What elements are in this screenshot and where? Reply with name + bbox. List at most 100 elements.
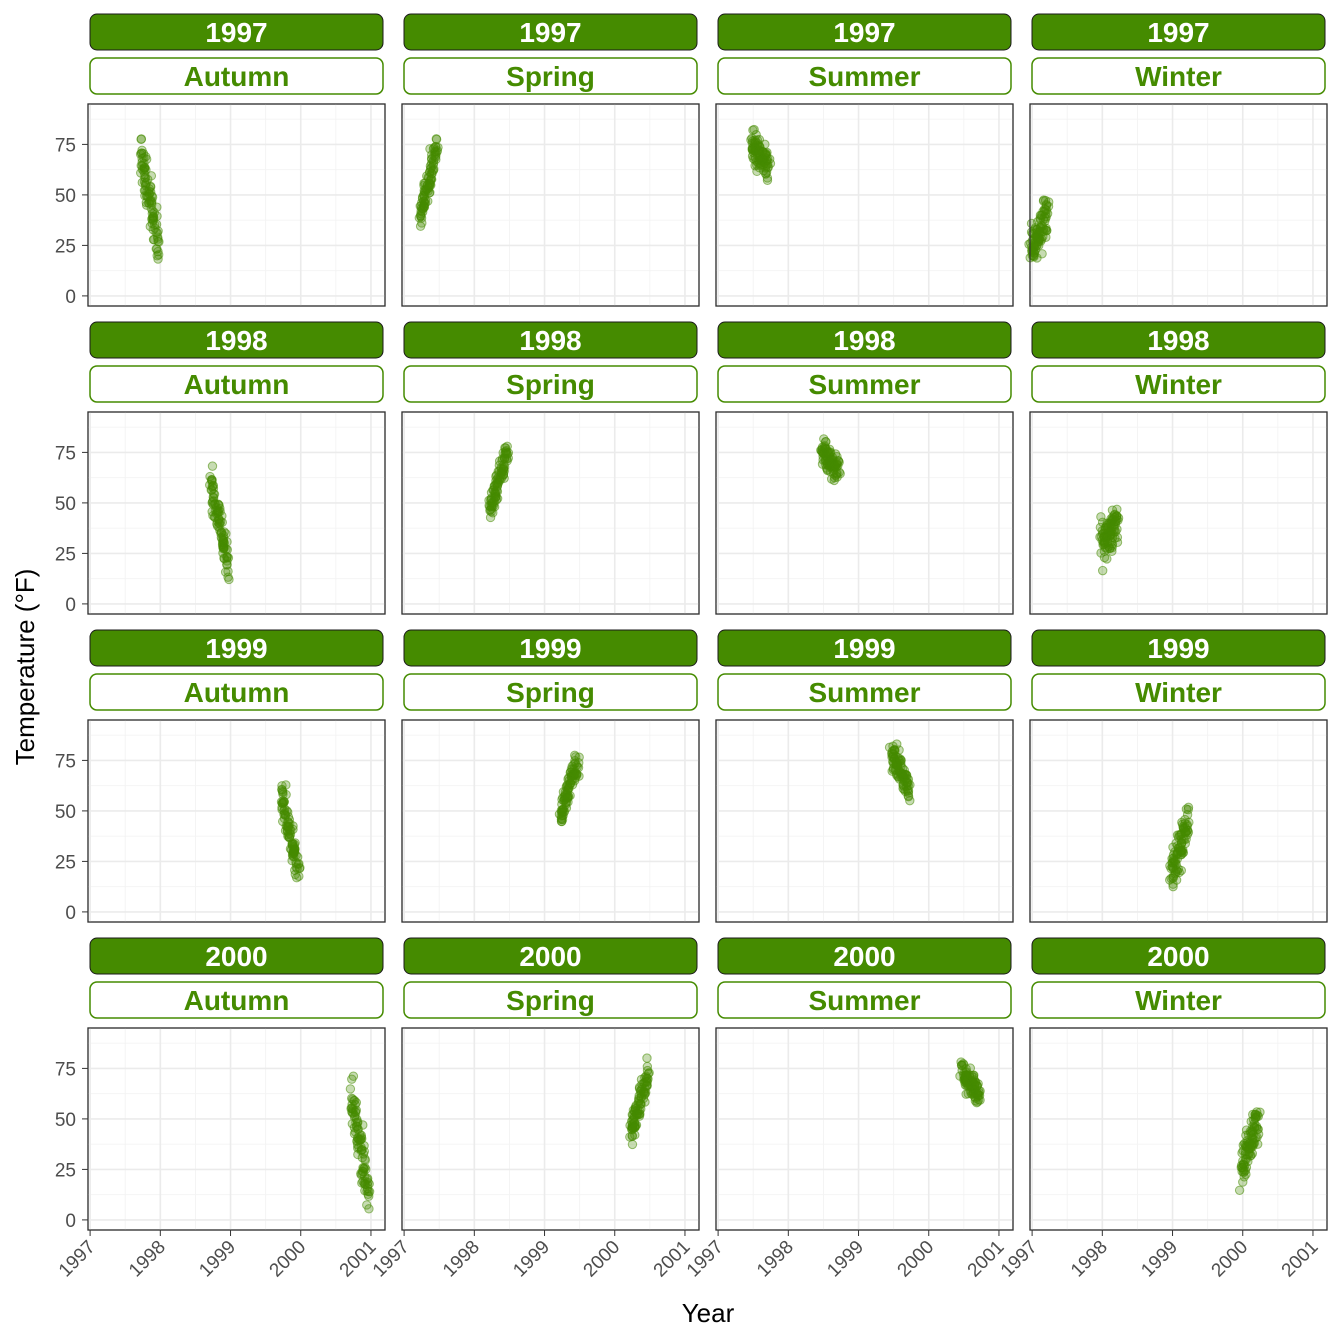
data-point — [151, 244, 161, 254]
data-point — [902, 777, 912, 787]
panel-background — [87, 411, 386, 615]
panel-border — [87, 103, 386, 307]
strip-season-label: Summer — [808, 985, 920, 1016]
data-point — [430, 141, 441, 152]
data-point — [292, 873, 302, 883]
data-point — [642, 1076, 652, 1087]
x-tick-label: 1999 — [195, 1237, 240, 1282]
data-point — [1102, 554, 1112, 564]
strip-year-label: 1999 — [205, 633, 267, 664]
x-tick-label: 1997 — [55, 1237, 100, 1282]
data-point — [224, 574, 234, 585]
y-tick-label: 50 — [55, 494, 76, 515]
strip-season-label: Autumn — [184, 985, 290, 1016]
panel-1999-winter: 1999 Winter — [1029, 629, 1328, 923]
data-point — [762, 175, 773, 186]
data-point — [360, 1162, 370, 1173]
data-point — [345, 1084, 356, 1094]
data-point — [362, 1173, 373, 1184]
data-point — [1181, 804, 1192, 814]
data-point — [1253, 1139, 1263, 1149]
panel-background — [87, 1027, 386, 1231]
data-point — [152, 202, 162, 212]
data-point — [1042, 225, 1052, 236]
panel-background — [87, 719, 386, 923]
strip-year-label: 1999 — [519, 633, 581, 664]
data-point — [640, 1097, 650, 1107]
data-point — [139, 158, 149, 169]
strip-season-bg — [403, 365, 698, 403]
data-point — [1096, 512, 1106, 522]
data-point — [1176, 865, 1186, 876]
panel-1997-autumn: 1997 Autumn — [87, 13, 386, 307]
strip-year-bg — [1031, 13, 1326, 51]
data-point — [351, 1097, 362, 1108]
data-point — [295, 863, 305, 873]
strip-year-label: 1997 — [519, 17, 581, 48]
data-point — [152, 251, 162, 261]
y-tick-label: 0 — [65, 1211, 76, 1232]
x-tick-label: 1997 — [369, 1237, 414, 1282]
panel-1998-autumn: 1998 Autumn — [87, 321, 386, 615]
data-point — [502, 441, 512, 452]
y-tick-label: 25 — [55, 1160, 76, 1181]
strip-season-bg — [717, 57, 1012, 95]
strip-season-bg — [717, 365, 1012, 403]
data-point — [821, 437, 831, 447]
data-point — [574, 771, 584, 781]
panel-border — [87, 411, 386, 615]
data-point — [146, 171, 157, 181]
data-point — [417, 207, 428, 217]
strip-year-bg — [1031, 321, 1326, 359]
data-point — [1182, 825, 1193, 836]
data-point — [221, 544, 231, 554]
strip-season-label: Summer — [808, 369, 920, 400]
strip-year-label: 1998 — [205, 325, 267, 356]
data-point — [357, 1152, 368, 1163]
strip-season-bg — [403, 673, 698, 711]
data-point — [147, 192, 158, 203]
panel-border — [87, 719, 386, 923]
strip-year-bg — [89, 629, 384, 667]
data-point — [347, 1074, 357, 1084]
x-tick-label: 1998 — [1067, 1237, 1112, 1282]
x-tick-label: 2000 — [266, 1237, 311, 1282]
data-point — [288, 821, 298, 831]
strip-season-bg — [89, 673, 384, 711]
data-point — [208, 481, 218, 491]
data-point — [1255, 1107, 1265, 1117]
panel-2000-autumn: 2000 Autumn — [87, 937, 386, 1231]
y-tick-label: 25 — [55, 852, 76, 873]
strip-season-label: Autumn — [184, 61, 290, 92]
panel-1999-spring: 1999 Spring — [401, 629, 700, 923]
y-tick-label: 25 — [55, 544, 76, 565]
data-point — [749, 124, 759, 135]
x-tick-label: 2000 — [1208, 1237, 1253, 1282]
y-tick-label: 0 — [65, 287, 76, 308]
data-point — [281, 780, 291, 790]
strip-year-bg — [403, 629, 698, 667]
data-point — [642, 1053, 652, 1063]
data-point — [281, 789, 291, 800]
data-point — [359, 1141, 369, 1151]
x-tick-label: 1997 — [683, 1237, 728, 1282]
strip-season-label: Winter — [1135, 369, 1222, 400]
y-tick-label: 25 — [55, 236, 76, 257]
x-tick-label: 2000 — [894, 1237, 939, 1282]
strip-season-bg — [89, 365, 384, 403]
panel-border — [401, 719, 700, 923]
data-point — [1247, 1148, 1258, 1159]
strip-season-label: Spring — [506, 369, 595, 400]
x-tick-label: 2000 — [580, 1237, 625, 1282]
panel-background — [401, 411, 700, 615]
strip-year-label: 1999 — [1147, 633, 1209, 664]
panel-1997-spring: 1997 Spring — [401, 13, 700, 307]
strip-year-label: 1998 — [519, 325, 581, 356]
data-point — [765, 158, 776, 169]
data-point — [574, 752, 584, 762]
data-point — [834, 467, 844, 477]
strip-season-label: Winter — [1135, 677, 1222, 708]
strip-season-label: Winter — [1135, 61, 1222, 92]
panel-1999-autumn: 1999 Autumn — [87, 629, 386, 923]
data-point — [217, 517, 227, 528]
